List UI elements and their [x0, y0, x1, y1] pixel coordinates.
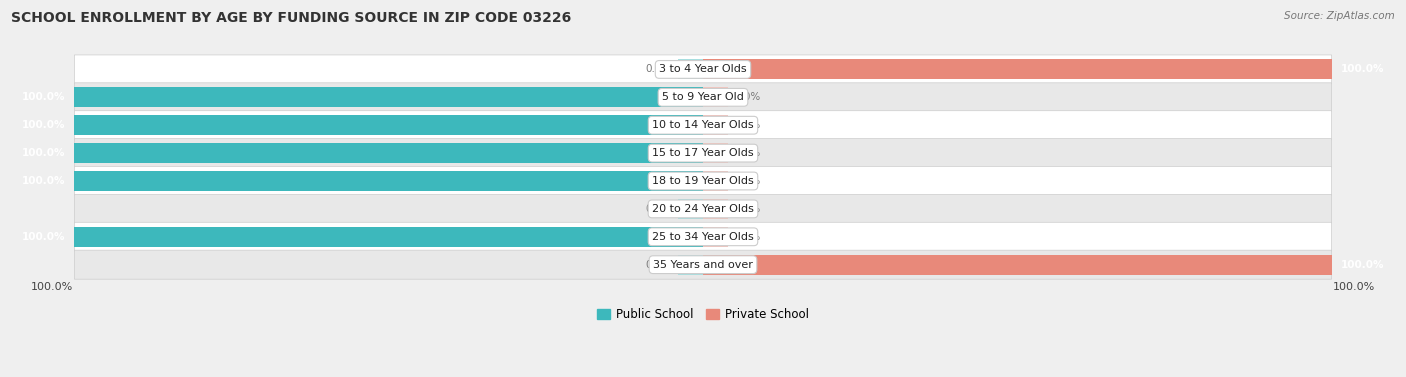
- FancyBboxPatch shape: [75, 139, 1331, 168]
- FancyBboxPatch shape: [75, 167, 1331, 196]
- FancyBboxPatch shape: [75, 222, 1331, 251]
- Text: 100.0%: 100.0%: [1333, 282, 1375, 292]
- Text: Source: ZipAtlas.com: Source: ZipAtlas.com: [1284, 11, 1395, 21]
- FancyBboxPatch shape: [75, 55, 1331, 84]
- Text: 3 to 4 Year Olds: 3 to 4 Year Olds: [659, 64, 747, 74]
- FancyBboxPatch shape: [75, 111, 1331, 140]
- Bar: [75, 227, 703, 247]
- Bar: [703, 254, 1331, 275]
- Text: 10 to 14 Year Olds: 10 to 14 Year Olds: [652, 120, 754, 130]
- Text: 5 to 9 Year Old: 5 to 9 Year Old: [662, 92, 744, 102]
- Text: 100.0%: 100.0%: [21, 232, 65, 242]
- Text: 100.0%: 100.0%: [21, 120, 65, 130]
- Text: 100.0%: 100.0%: [21, 148, 65, 158]
- Text: 100.0%: 100.0%: [21, 92, 65, 102]
- Text: 100.0%: 100.0%: [1341, 260, 1385, 270]
- Legend: Public School, Private School: Public School, Private School: [593, 303, 813, 326]
- Text: 100.0%: 100.0%: [1341, 64, 1385, 74]
- FancyBboxPatch shape: [75, 83, 1331, 112]
- Bar: [678, 60, 703, 80]
- Bar: [75, 115, 703, 135]
- Text: 25 to 34 Year Olds: 25 to 34 Year Olds: [652, 232, 754, 242]
- Bar: [75, 87, 703, 107]
- Text: 0.0%: 0.0%: [734, 232, 761, 242]
- Text: 15 to 17 Year Olds: 15 to 17 Year Olds: [652, 148, 754, 158]
- Text: 0.0%: 0.0%: [645, 260, 672, 270]
- Text: 0.0%: 0.0%: [645, 64, 672, 74]
- Text: 0.0%: 0.0%: [734, 92, 761, 102]
- Text: 18 to 19 Year Olds: 18 to 19 Year Olds: [652, 176, 754, 186]
- Bar: [75, 143, 703, 163]
- Text: 0.0%: 0.0%: [734, 176, 761, 186]
- Bar: [703, 143, 728, 163]
- Text: 35 Years and over: 35 Years and over: [652, 260, 754, 270]
- Bar: [703, 227, 728, 247]
- Bar: [703, 87, 728, 107]
- Text: 0.0%: 0.0%: [734, 204, 761, 214]
- Bar: [703, 199, 728, 219]
- Text: 0.0%: 0.0%: [645, 204, 672, 214]
- Bar: [703, 171, 728, 191]
- Bar: [75, 171, 703, 191]
- Text: SCHOOL ENROLLMENT BY AGE BY FUNDING SOURCE IN ZIP CODE 03226: SCHOOL ENROLLMENT BY AGE BY FUNDING SOUR…: [11, 11, 571, 25]
- Text: 100.0%: 100.0%: [31, 282, 73, 292]
- Bar: [678, 199, 703, 219]
- Bar: [703, 115, 728, 135]
- Bar: [703, 60, 1331, 80]
- Bar: [678, 254, 703, 275]
- Text: 20 to 24 Year Olds: 20 to 24 Year Olds: [652, 204, 754, 214]
- Text: 0.0%: 0.0%: [734, 120, 761, 130]
- FancyBboxPatch shape: [75, 195, 1331, 224]
- Text: 0.0%: 0.0%: [734, 148, 761, 158]
- FancyBboxPatch shape: [75, 250, 1331, 279]
- Text: 100.0%: 100.0%: [21, 176, 65, 186]
